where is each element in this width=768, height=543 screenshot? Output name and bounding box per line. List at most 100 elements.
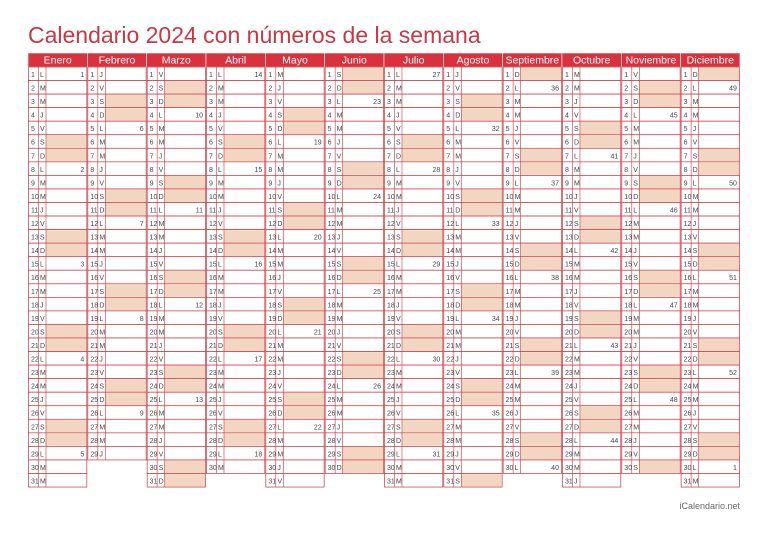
day-cell: 13 M [443,229,503,244]
day-number: 8 [565,167,569,174]
day-number: 13 [446,235,454,242]
weekday-letter: L [40,357,44,364]
week-number: 29 [433,262,441,269]
weekday-letter: V [159,357,164,364]
weekday-letter: D [159,384,164,391]
week-number: 20 [314,235,322,242]
day-cell: 31 V [265,473,325,488]
weekend-highlight [46,148,87,162]
weekday-letter: M [515,194,521,201]
day-number: 21 [209,343,217,350]
day-cell: 30 D [324,459,384,474]
day-cell: 29 J [87,446,147,461]
day-number: 1 [506,72,510,79]
weekday-letter: S [693,343,698,350]
weekday-letter: V [218,411,223,418]
day-cell: 22 S [324,351,384,366]
weekday-letter: L [693,370,697,377]
weekday-letter: M [40,275,46,282]
day-number: 16 [150,275,158,282]
day-cell: 26 D [265,405,325,420]
day-number: 29 [565,451,573,458]
day-number: 23 [565,370,573,377]
day-number: 13 [268,235,276,242]
weekend-highlight [342,447,383,460]
weekday-letter: J [159,343,163,350]
weekday-letter: J [574,289,578,296]
day-number: 19 [31,316,39,323]
day-number: 14 [684,248,692,255]
day-cell: 19 M [146,310,206,325]
weekend-highlight [461,284,502,297]
day-number: 28 [268,438,276,445]
day-cell: 13 M [621,229,681,244]
weekday-letter: J [396,113,400,120]
weekday-letter: V [396,221,401,228]
weekday-letter: L [574,343,578,350]
weekday-letter: V [40,316,45,323]
day-cell: 12 J [502,215,562,230]
day-number: 5 [268,126,272,133]
day-cell: 31 S [443,473,503,488]
weekday-letter: M [40,99,46,106]
day-cell: 20 J [324,324,384,339]
weekday-letter: J [277,180,281,187]
weekday-letter: V [396,411,401,418]
day-cell: 14 M [265,242,325,258]
day-number: 11 [209,207,216,214]
day-cell: 22 D [680,351,740,366]
week-number: 44 [611,438,619,445]
weekday-letter: S [574,221,579,228]
day-cell: 24 D [621,378,681,393]
day-cell: 13 L 20 [265,229,325,244]
day-cell: 30 S [621,459,681,474]
day-number: 12 [506,221,514,228]
weekday-letter: D [277,316,282,323]
weekday-letter: L [277,140,281,147]
weekday-letter: D [277,126,282,133]
weekday-letter: D [277,221,282,228]
day-number: 10 [684,194,692,201]
day-number: 23 [150,370,158,377]
day-number: 1 [684,72,688,79]
day-number: 6 [446,140,450,147]
week-number: 27 [433,72,441,79]
day-number: 5 [90,126,94,133]
weekday-letter: S [277,397,282,404]
day-number: 13 [209,235,217,242]
day-number: 26 [684,411,692,418]
weekday-letter: V [99,275,104,282]
day-cell: 29 M [562,446,622,461]
weekday-letter: S [515,153,520,160]
weekend-highlight [105,189,146,202]
weekday-letter: V [693,235,698,242]
weekday-letter: D [99,397,104,404]
day-cell: 25 M [502,391,562,407]
day-number: 1 [90,72,94,79]
weekday-letter: S [633,370,638,377]
day-cell: 21 L 43 [562,337,622,352]
weekend-highlight [579,135,621,148]
day-number: 26 [31,411,39,418]
day-cell: 29 L 31 [384,446,444,461]
day-number: 20 [446,329,454,336]
week-number: 36 [551,86,559,93]
weekend-highlight [698,243,739,257]
weekend-highlight [105,284,146,297]
day-number: 12 [565,221,573,228]
day-number: 10 [624,194,632,201]
week-number: 14 [255,72,263,79]
day-cell: 17 S [443,283,503,298]
day-number: 14 [150,248,158,255]
weekday-letter: M [693,478,699,485]
weekday-letter: M [277,262,283,269]
weekday-letter: M [99,343,105,350]
day-cell: 13 V [680,229,740,244]
weekday-letter: J [574,384,578,391]
